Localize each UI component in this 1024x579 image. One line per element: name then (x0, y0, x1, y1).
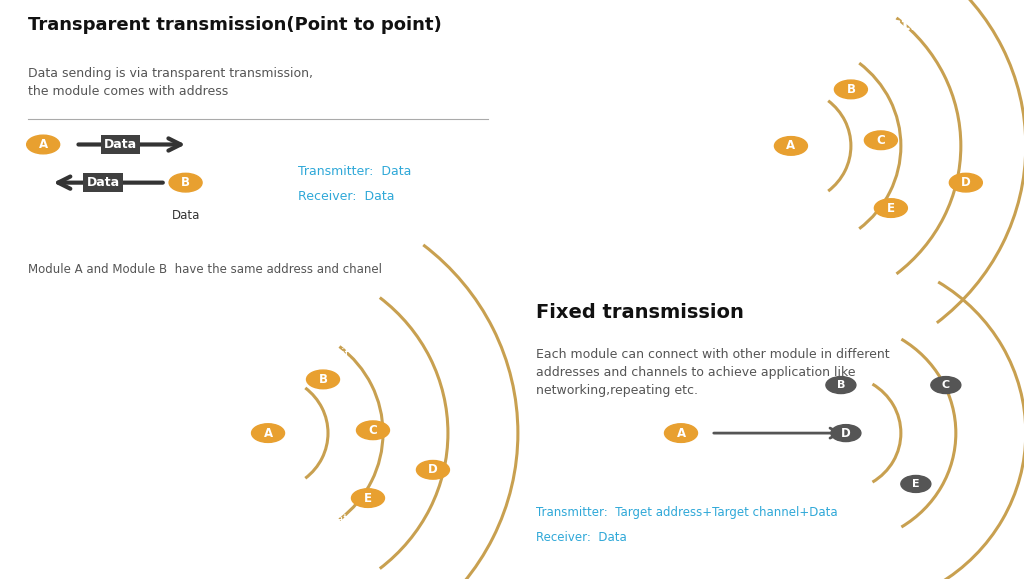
Circle shape (169, 173, 202, 192)
Text: E: E (887, 201, 895, 215)
Text: D: D (961, 176, 971, 189)
Text: Receiver:  Data: Receiver: Data (29, 538, 119, 551)
Text: Each module can connect with other module in different
addresses and channels to: Each module can connect with other modul… (537, 349, 890, 397)
Text: Module A and Module B  have the same address and chanel: Module A and Module B have the same addr… (29, 263, 382, 276)
Circle shape (931, 376, 961, 394)
Circle shape (665, 424, 697, 442)
Text: Transmitter:  Transmitter:0xFFFF+Target channel+Data: Transmitter: Transmitter:0xFFFF+Target c… (29, 513, 355, 526)
Text: C: C (942, 380, 950, 390)
Text: A: A (39, 138, 48, 151)
Text: Fixed transmission: Fixed transmission (537, 303, 744, 322)
Text: D: D (428, 463, 438, 477)
Text: Transmitter:  Data: Transmitter: Data (537, 201, 649, 215)
Circle shape (835, 80, 867, 99)
Text: Receiver:  Data: Receiver: Data (537, 227, 633, 240)
Text: Transparent transmission(Point to point): Transparent transmission(Point to point) (29, 16, 442, 34)
Text: Transmitter:  Data: Transmitter: Data (298, 165, 412, 178)
Text: C: C (877, 134, 886, 146)
Text: B: B (847, 83, 855, 96)
Text: Transparent transmission (Broadcasting): Transparent transmission (Broadcasting) (537, 16, 950, 34)
Text: Receiver:  Data: Receiver: Data (537, 531, 627, 544)
Circle shape (252, 424, 285, 442)
Circle shape (306, 370, 340, 389)
Circle shape (417, 460, 450, 479)
Text: Data: Data (87, 176, 120, 189)
Circle shape (874, 199, 907, 217)
Text: E: E (912, 479, 920, 489)
Circle shape (949, 173, 982, 192)
Text: B: B (181, 176, 190, 189)
Text: A: A (263, 427, 272, 439)
Circle shape (830, 424, 861, 442)
Circle shape (864, 131, 897, 149)
Text: B: B (837, 380, 845, 390)
Text: Each one can act as transmitter to send out data: Each one can act as transmitter to send … (537, 61, 844, 74)
Text: E: E (364, 492, 372, 504)
Circle shape (356, 421, 389, 439)
Text: Data: Data (171, 210, 200, 222)
Text: C: C (369, 424, 378, 437)
Circle shape (351, 489, 384, 507)
Text: Broadcast transmission: Broadcast transmission (29, 303, 306, 323)
Text: A: A (786, 140, 796, 152)
Circle shape (774, 137, 808, 155)
Circle shape (826, 376, 856, 394)
Text: A: A (677, 427, 685, 439)
Text: D: D (841, 427, 851, 439)
Circle shape (27, 135, 59, 154)
Text: Set the address to 0xFFFF,the module can transmit
data to all modules in target : Set the address to 0xFFFF,the module can… (29, 349, 349, 379)
Circle shape (901, 475, 931, 492)
Text: B: B (318, 373, 328, 386)
Text: Data: Data (104, 138, 137, 151)
Text: Receiver:  Data: Receiver: Data (298, 190, 394, 203)
Text: Transmitter:  Target address+Target channel+Data: Transmitter: Target address+Target chann… (537, 505, 838, 519)
Text: Data sending is via transparent transmission,
the module comes with address: Data sending is via transparent transmis… (29, 67, 313, 98)
